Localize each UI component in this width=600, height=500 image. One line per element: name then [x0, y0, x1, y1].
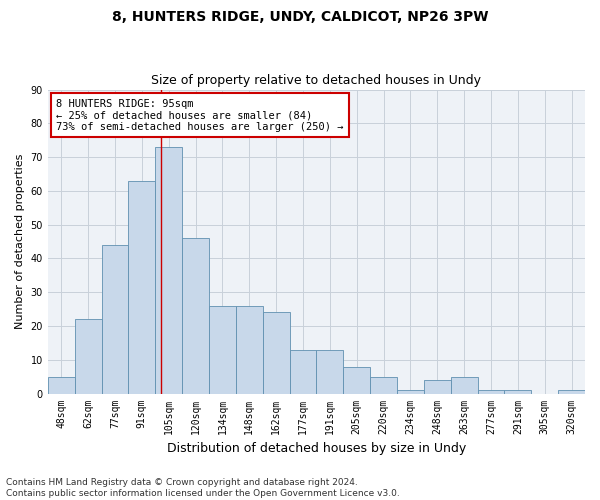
Bar	[182, 238, 209, 394]
Bar	[74, 319, 101, 394]
Bar	[370, 376, 397, 394]
Bar	[505, 390, 531, 394]
Bar	[290, 350, 316, 394]
X-axis label: Distribution of detached houses by size in Undy: Distribution of detached houses by size …	[167, 442, 466, 455]
Bar	[478, 390, 505, 394]
Bar	[48, 376, 74, 394]
Bar	[101, 245, 128, 394]
Bar	[451, 376, 478, 394]
Bar	[128, 181, 155, 394]
Bar	[343, 366, 370, 394]
Text: 8 HUNTERS RIDGE: 95sqm
← 25% of detached houses are smaller (84)
73% of semi-det: 8 HUNTERS RIDGE: 95sqm ← 25% of detached…	[56, 98, 343, 132]
Text: Contains HM Land Registry data © Crown copyright and database right 2024.
Contai: Contains HM Land Registry data © Crown c…	[6, 478, 400, 498]
Title: Size of property relative to detached houses in Undy: Size of property relative to detached ho…	[151, 74, 481, 87]
Bar	[155, 147, 182, 394]
Bar	[263, 312, 290, 394]
Y-axis label: Number of detached properties: Number of detached properties	[15, 154, 25, 329]
Bar	[236, 306, 263, 394]
Bar	[397, 390, 424, 394]
Text: 8, HUNTERS RIDGE, UNDY, CALDICOT, NP26 3PW: 8, HUNTERS RIDGE, UNDY, CALDICOT, NP26 3…	[112, 10, 488, 24]
Bar	[424, 380, 451, 394]
Bar	[209, 306, 236, 394]
Bar	[316, 350, 343, 394]
Bar	[558, 390, 585, 394]
